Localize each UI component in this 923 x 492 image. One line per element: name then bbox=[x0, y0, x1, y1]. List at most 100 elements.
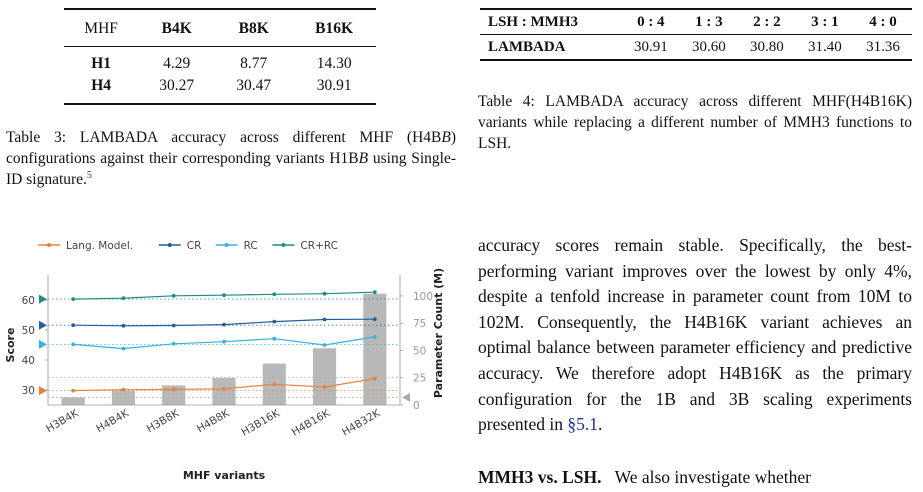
table-4-col: 3 : 1 bbox=[795, 8, 854, 35]
y2-tick-label: 100 bbox=[413, 291, 433, 303]
series-point bbox=[171, 387, 176, 392]
table-cell: 8.77 bbox=[240, 55, 268, 72]
table-cell: 14.30 bbox=[316, 55, 352, 72]
y-tick-label: 30 bbox=[22, 385, 35, 397]
y-tick-label: 40 bbox=[22, 355, 35, 367]
parameter-bar bbox=[111, 390, 135, 405]
y-tick-label: 60 bbox=[22, 295, 35, 307]
series-point bbox=[222, 293, 226, 298]
x-tick-label: H4B16K bbox=[290, 407, 333, 439]
series-point bbox=[372, 335, 377, 339]
series-point bbox=[372, 290, 377, 295]
legend-label: CR bbox=[187, 240, 202, 252]
table-3: MHF B4K B8K B16K H1 4.29 8.77 14.30 H4 3… bbox=[64, 8, 376, 105]
section-link[interactable]: §5.1 bbox=[567, 414, 599, 435]
series-point bbox=[272, 382, 277, 387]
y2-tick-label: 50 bbox=[413, 345, 426, 357]
table-4-header: LSH : MMH3 0 : 4 1 : 3 2 : 2 3 : 1 4 : 0 bbox=[480, 8, 912, 35]
table-4-col: 0 : 4 bbox=[621, 8, 680, 35]
series-point bbox=[222, 339, 226, 344]
x-axis-label: MHF variants bbox=[183, 469, 266, 482]
legend-label: RC bbox=[244, 240, 258, 252]
series-point bbox=[71, 388, 76, 393]
series-point bbox=[322, 317, 327, 322]
series-point bbox=[171, 293, 176, 298]
parameter-bar bbox=[313, 348, 337, 405]
caption-text: Table 3: LAMBADA accuracy across differe… bbox=[6, 129, 442, 146]
series-point bbox=[322, 343, 327, 347]
reference-marker bbox=[402, 392, 410, 402]
section-text: We also investigate whether bbox=[614, 467, 811, 487]
caption-italic: B bbox=[441, 129, 451, 146]
reference-marker bbox=[39, 320, 47, 330]
table-3-col-mhf: MHF bbox=[84, 20, 118, 37]
series-point bbox=[272, 336, 277, 341]
x-tick-label: H4B8K bbox=[195, 407, 233, 436]
series-point bbox=[372, 376, 377, 381]
table-cell: 30.60 bbox=[679, 34, 738, 61]
series-point bbox=[71, 297, 76, 301]
table-4-caption: Table 4: LAMBADA accuracy across differe… bbox=[478, 93, 912, 152]
parameter-bar bbox=[212, 377, 236, 405]
x-tick-label: H3B4K bbox=[44, 407, 82, 436]
table-row: LAMBADA 30.91 30.60 30.80 31.40 31.36 bbox=[480, 34, 912, 61]
table-3-row-label: H1 bbox=[91, 55, 112, 72]
x-tick-label: H3B8K bbox=[145, 407, 183, 436]
series-point bbox=[272, 319, 277, 324]
table-3-col-b16k: B16K bbox=[315, 20, 354, 37]
table-cell: 31.40 bbox=[795, 34, 854, 61]
series-point bbox=[372, 317, 377, 322]
table-cell: 4.29 bbox=[163, 55, 191, 72]
paragraph-text: . bbox=[598, 414, 603, 435]
paragraph-text: accuracy scores remain stable. Specifica… bbox=[478, 235, 912, 435]
table-4-col: 4 : 0 bbox=[853, 8, 912, 35]
table-cell: 30.47 bbox=[236, 77, 272, 94]
table-cell: 31.36 bbox=[853, 34, 912, 61]
series-point bbox=[322, 291, 327, 296]
y2-tick-label: 0 bbox=[413, 400, 420, 412]
reference-marker bbox=[39, 294, 47, 304]
section-heading: MMH3 vs. LSH. bbox=[478, 467, 602, 487]
y2-tick-label: 25 bbox=[413, 373, 426, 385]
series-point bbox=[171, 341, 176, 346]
reference-marker bbox=[39, 386, 47, 396]
table-3-col-b8k: B8K bbox=[238, 20, 269, 37]
legend-marker bbox=[281, 243, 286, 247]
legend-marker bbox=[167, 243, 172, 247]
series-point bbox=[171, 323, 176, 328]
caption-text: ) configurations against their correspon… bbox=[6, 129, 456, 167]
table-3-row-label: H4 bbox=[91, 77, 112, 94]
parameter-bar bbox=[162, 385, 186, 405]
series-point bbox=[71, 342, 76, 347]
table-row: H1 4.29 8.77 14.30 bbox=[64, 46, 376, 76]
series-point bbox=[222, 322, 226, 327]
series-point bbox=[71, 323, 76, 328]
series-point bbox=[272, 292, 277, 297]
parameter-bar bbox=[363, 293, 387, 405]
parameter-bar bbox=[61, 397, 85, 405]
series-point bbox=[222, 386, 226, 391]
series-point bbox=[121, 387, 126, 392]
y2-tick-label: 75 bbox=[413, 318, 426, 330]
y2-axis-label: Parameter Count (M) bbox=[432, 268, 445, 398]
x-tick-label: H4B4K bbox=[94, 407, 132, 436]
table-4-row-label: LAMBADA bbox=[480, 34, 622, 61]
series-point bbox=[121, 346, 126, 351]
x-tick-label: H3B16K bbox=[239, 407, 282, 439]
section-paragraph: MMH3 vs. LSH. We also investigate whethe… bbox=[478, 465, 912, 489]
mhf-variants-chart: Lang. Model. CR RC CR+RC 30 40 50 60 0 25 50 75 100… bbox=[4, 240, 445, 482]
reference-marker bbox=[39, 339, 47, 349]
table-4-col-ratio: LSH : MMH3 bbox=[480, 8, 622, 35]
table-4-col: 1 : 3 bbox=[679, 8, 738, 35]
series-point bbox=[121, 296, 126, 301]
table-cell: 30.80 bbox=[737, 34, 796, 61]
table-row: H4 30.27 30.47 30.91 bbox=[64, 75, 376, 104]
legend-marker bbox=[224, 243, 229, 247]
table-cell: 30.91 bbox=[316, 77, 352, 94]
table-3-header: MHF B4K B8K B16K bbox=[64, 9, 376, 47]
caption-text: using Single-ID signature. bbox=[6, 150, 456, 188]
legend-label: CR+RC bbox=[300, 240, 338, 252]
body-paragraph: accuracy scores remain stable. Specifica… bbox=[478, 233, 912, 438]
x-tick-label: H4B32K bbox=[340, 407, 383, 439]
footnote-link[interactable]: 5 bbox=[86, 169, 92, 181]
